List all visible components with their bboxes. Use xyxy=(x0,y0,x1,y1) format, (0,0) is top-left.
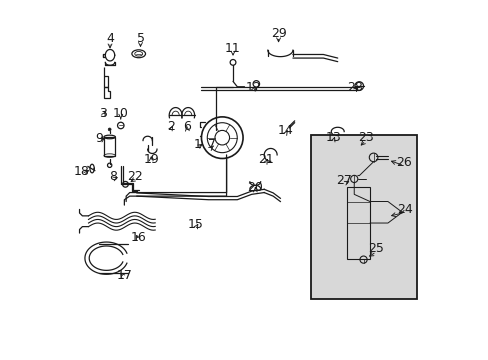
Text: 16: 16 xyxy=(131,231,146,244)
Text: 29: 29 xyxy=(270,27,286,40)
Text: 21: 21 xyxy=(258,153,273,166)
Bar xyxy=(104,137,115,156)
Text: 13: 13 xyxy=(325,131,341,144)
Text: 27: 27 xyxy=(336,174,351,187)
Text: 3: 3 xyxy=(99,107,106,120)
Text: 7: 7 xyxy=(207,138,215,151)
Text: 17: 17 xyxy=(116,269,132,282)
Text: 2: 2 xyxy=(167,120,175,133)
Text: 26: 26 xyxy=(395,156,411,169)
Text: 20: 20 xyxy=(247,181,263,194)
Text: 4: 4 xyxy=(106,32,114,45)
Text: 9: 9 xyxy=(95,132,103,145)
Text: 10: 10 xyxy=(113,107,128,120)
Text: 8: 8 xyxy=(109,170,118,183)
Text: 25: 25 xyxy=(368,242,384,255)
Text: 14: 14 xyxy=(277,124,293,137)
Text: 24: 24 xyxy=(396,203,412,216)
Text: 11: 11 xyxy=(224,41,241,54)
Bar xyxy=(310,135,416,299)
Text: 19: 19 xyxy=(143,153,159,166)
Text: 6: 6 xyxy=(183,120,191,133)
Text: 12: 12 xyxy=(245,81,261,94)
Text: 28: 28 xyxy=(346,81,362,94)
Circle shape xyxy=(108,128,111,131)
Text: 22: 22 xyxy=(127,170,142,183)
Text: 23: 23 xyxy=(357,131,373,144)
Bar xyxy=(346,187,369,259)
Text: 1: 1 xyxy=(193,138,201,151)
Text: 18: 18 xyxy=(73,165,89,177)
Text: 15: 15 xyxy=(188,218,203,231)
Text: 5: 5 xyxy=(136,32,144,45)
